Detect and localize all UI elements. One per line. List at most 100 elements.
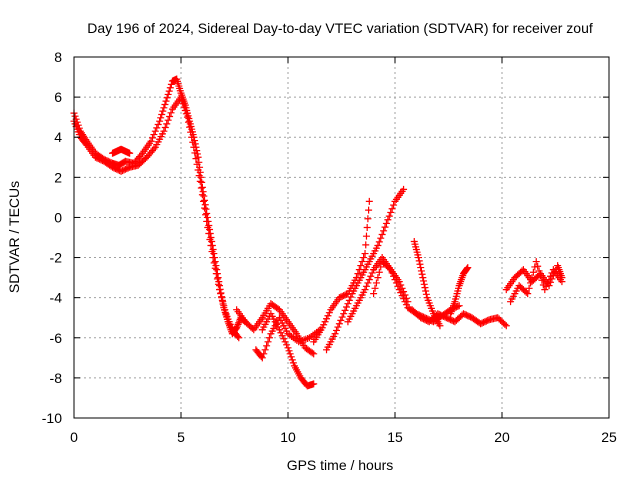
- data-point: [283, 341, 291, 349]
- data-point: [289, 359, 297, 367]
- data-point: [160, 127, 168, 135]
- data-point: [163, 120, 171, 128]
- y-tick-label: -6: [50, 330, 63, 346]
- data-point: [308, 349, 316, 357]
- data-point: [395, 286, 403, 294]
- data-point: [392, 279, 400, 287]
- data-point: [368, 269, 376, 277]
- data-point: [278, 332, 286, 340]
- data-point: [263, 342, 271, 350]
- data-point: [380, 227, 388, 235]
- data-point: [390, 272, 398, 280]
- data-point: [204, 223, 212, 231]
- data-point: [177, 93, 185, 101]
- data-point: [160, 104, 168, 112]
- data-point: [213, 275, 221, 283]
- data-point: [182, 110, 190, 118]
- data-point: [342, 303, 350, 311]
- data-point: [310, 350, 318, 358]
- data-point: [372, 279, 380, 287]
- y-tick-label: -2: [50, 250, 63, 266]
- data-point: [415, 257, 423, 265]
- data-point: [281, 338, 289, 346]
- data-point: [362, 232, 370, 240]
- series-rise-a: [310, 197, 373, 346]
- data-point: [338, 313, 346, 321]
- data-point: [197, 173, 205, 181]
- series-spike-c: [447, 264, 472, 318]
- x-tick-label: 15: [387, 429, 403, 445]
- data-point: [71, 112, 79, 120]
- data-point: [261, 346, 269, 354]
- data-point: [183, 113, 191, 121]
- data-point: [378, 230, 386, 238]
- data-point: [151, 127, 159, 135]
- data-point: [188, 133, 196, 141]
- data-point: [288, 356, 296, 364]
- data-point: [420, 280, 428, 288]
- data-point: [164, 116, 172, 124]
- data-point: [203, 209, 211, 217]
- series-dip-b: [258, 310, 318, 390]
- data-point: [375, 238, 383, 246]
- data-point: [331, 330, 339, 338]
- data-point: [186, 123, 194, 131]
- data-point: [148, 134, 156, 142]
- data-point: [196, 177, 204, 185]
- data-point: [387, 266, 395, 274]
- data-point: [286, 350, 294, 358]
- data-point: [344, 300, 352, 308]
- data-point: [195, 172, 203, 180]
- data-point: [164, 90, 172, 98]
- series-plateau: [408, 306, 510, 330]
- y-tick-label: -10: [42, 410, 62, 426]
- data-point: [541, 286, 549, 294]
- data-point: [362, 282, 370, 290]
- data-point: [382, 219, 390, 227]
- data-point: [221, 306, 229, 314]
- data-point: [522, 288, 530, 296]
- data-point: [387, 208, 395, 216]
- data-point: [198, 191, 206, 199]
- data-point: [365, 276, 373, 284]
- data-point: [198, 183, 206, 191]
- data-point: [422, 287, 430, 295]
- data-point: [201, 196, 209, 204]
- data-point: [193, 160, 201, 168]
- y-tick-label: 2: [54, 169, 62, 185]
- data-point: [464, 264, 472, 272]
- y-tick-label: 0: [54, 209, 62, 225]
- data-point: [277, 329, 285, 337]
- data-point: [363, 223, 371, 231]
- data-point: [260, 350, 268, 358]
- data-point: [197, 184, 205, 192]
- data-point: [420, 277, 428, 285]
- data-point: [189, 138, 197, 146]
- data-point: [265, 334, 273, 342]
- data-point: [320, 321, 328, 329]
- data-point: [354, 270, 362, 278]
- data-point: [381, 223, 389, 231]
- data-point: [358, 258, 366, 266]
- data-point: [287, 353, 295, 361]
- data-point: [150, 131, 158, 139]
- data-point: [377, 263, 385, 271]
- x-tick-label: 25: [601, 429, 617, 445]
- data-point: [192, 155, 200, 163]
- data-point: [415, 254, 423, 262]
- data-point: [529, 268, 537, 276]
- data-point: [394, 282, 402, 290]
- data-point: [211, 258, 219, 266]
- data-point: [161, 100, 169, 108]
- data-point: [323, 315, 331, 323]
- data-point: [181, 106, 189, 114]
- data-point: [545, 276, 553, 284]
- data-point: [418, 270, 426, 278]
- data-point: [370, 290, 378, 298]
- data-point: [234, 332, 242, 340]
- data-point: [537, 272, 545, 280]
- data-point: [362, 241, 370, 249]
- data-point: [216, 286, 224, 294]
- data-point: [419, 274, 427, 282]
- data-point: [361, 250, 369, 258]
